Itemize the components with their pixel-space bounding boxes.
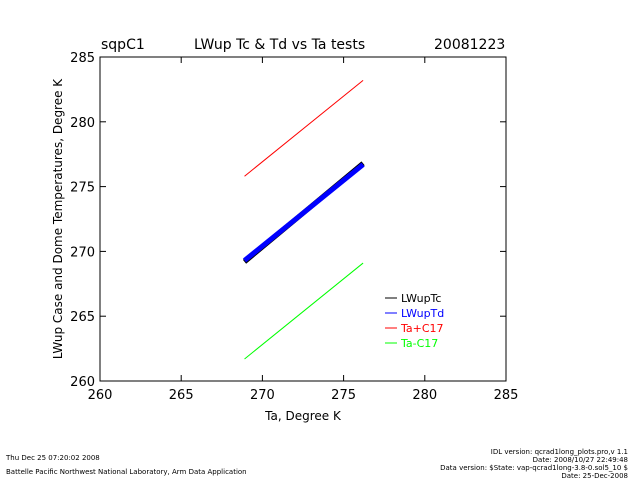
series-line-ta-c17: [244, 262, 364, 360]
y-axis-label: LWup Case and Dome Temperatures, Degree …: [51, 78, 65, 359]
legend-label: LWupTd: [401, 307, 444, 320]
x-tick-label: 275: [331, 388, 356, 403]
series-line-lwuptd: [242, 162, 365, 263]
x-tick-label: 285: [494, 388, 519, 403]
plot-frame: [99, 56, 507, 382]
y-tick-label: 275: [70, 181, 95, 196]
x-tick-label: 265: [169, 388, 194, 403]
footer-idl-version: IDL version: qcrad1long_plots.pro,v 1.1: [490, 448, 628, 456]
footer-organization: Battelle Pacific Northwest National Labo…: [6, 468, 247, 476]
legend-label: Ta-C17: [400, 337, 438, 350]
footer-timestamp: Thu Dec 25 07:20:02 2008: [6, 454, 100, 462]
series-line-ta-c17: [244, 79, 364, 177]
legend: LWupTc LWupTd Ta+C17 Ta-C17: [385, 292, 444, 350]
y-tick-label: 285: [70, 51, 95, 66]
footer-data-version: Data version: $State: vap-qcrad1long-3.8…: [440, 464, 628, 472]
y-tick-label: 265: [70, 310, 95, 325]
site-label: sqpC1: [101, 37, 145, 53]
x-tick-label: 270: [250, 388, 275, 403]
chart-date: 20081223: [434, 37, 506, 53]
x-axis-label: Ta, Degree K: [264, 409, 342, 423]
footer-data-date: Date: 25-Dec-2008: [561, 472, 628, 480]
series-group: [242, 79, 365, 360]
chart-title: LWup Tc & Td vs Ta tests: [194, 37, 366, 53]
y-tick-label: 260: [70, 375, 95, 390]
y-tick-label: 280: [70, 116, 95, 131]
y-axis: 260 265 270 275 280 285: [70, 51, 506, 390]
x-tick-label: 260: [88, 388, 113, 403]
y-tick-label: 270: [70, 245, 95, 260]
footer-idl-date: Date: 2008/10/27 22:49:48: [532, 456, 628, 464]
legend-label: Ta+C17: [400, 322, 444, 335]
x-tick-label: 280: [412, 388, 437, 403]
legend-label: LWupTc: [401, 292, 441, 305]
x-axis: 260 265 270 275 280 285: [88, 57, 519, 403]
